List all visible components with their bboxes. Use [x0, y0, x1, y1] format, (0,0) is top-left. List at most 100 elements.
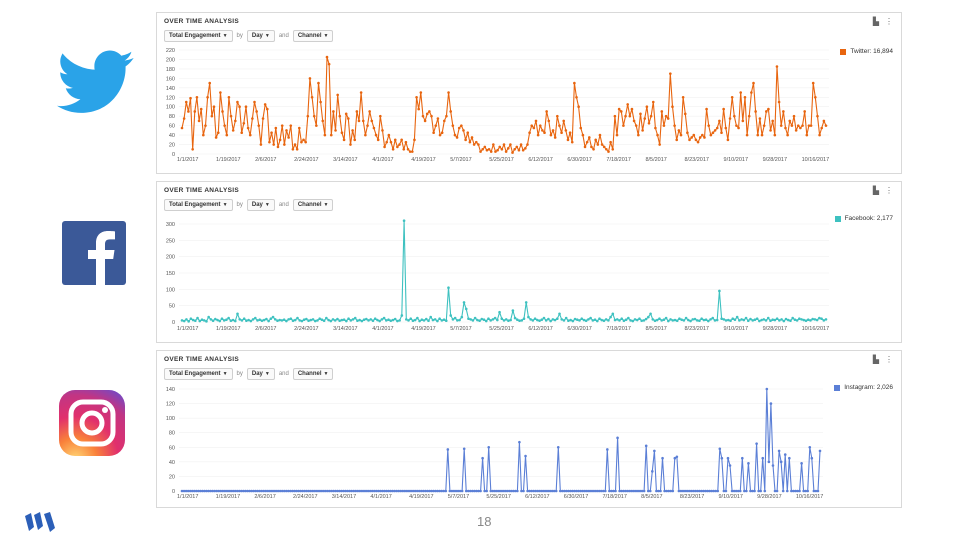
- data-point[interactable]: [642, 489, 646, 493]
- data-point[interactable]: [767, 460, 771, 464]
- data-point[interactable]: [180, 319, 184, 322]
- data-point[interactable]: [590, 145, 593, 149]
- data-point[interactable]: [479, 150, 482, 153]
- data-point[interactable]: [804, 489, 807, 493]
- data-point[interactable]: [379, 114, 382, 118]
- data-point[interactable]: [720, 131, 723, 135]
- data-point[interactable]: [251, 117, 254, 120]
- data-point[interactable]: [310, 95, 314, 99]
- data-point[interactable]: [225, 318, 228, 322]
- data-point[interactable]: [464, 307, 468, 311]
- data-point[interactable]: [522, 489, 525, 493]
- data-point[interactable]: [489, 489, 493, 493]
- data-point[interactable]: [411, 150, 414, 153]
- data-point[interactable]: [700, 317, 703, 321]
- data-point[interactable]: [329, 319, 333, 323]
- data-point[interactable]: [543, 131, 546, 135]
- data-point[interactable]: [336, 489, 339, 493]
- data-point[interactable]: [336, 317, 339, 321]
- data-point[interactable]: [669, 318, 672, 321]
- data-point[interactable]: [611, 312, 615, 316]
- data-point[interactable]: [293, 489, 296, 493]
- data-point[interactable]: [409, 489, 413, 493]
- data-point[interactable]: [380, 318, 384, 321]
- data-point[interactable]: [444, 319, 448, 322]
- data-point[interactable]: [690, 136, 693, 139]
- data-point[interactable]: [618, 489, 621, 493]
- data-point[interactable]: [532, 489, 536, 493]
- data-point[interactable]: [340, 131, 344, 135]
- data-point[interactable]: [726, 138, 730, 142]
- data-point[interactable]: [477, 489, 480, 493]
- metric-dropdown[interactable]: Total Engagement ▼: [164, 30, 233, 42]
- data-point[interactable]: [440, 319, 444, 322]
- data-point[interactable]: [691, 489, 695, 493]
- data-point[interactable]: [696, 489, 699, 493]
- data-point[interactable]: [693, 317, 697, 321]
- data-point[interactable]: [383, 145, 386, 149]
- data-point[interactable]: [472, 143, 476, 146]
- data-point[interactable]: [268, 489, 272, 493]
- data-point[interactable]: [197, 119, 201, 123]
- data-point[interactable]: [199, 107, 203, 111]
- data-point[interactable]: [187, 320, 190, 323]
- data-point[interactable]: [244, 489, 247, 493]
- data-point[interactable]: [262, 318, 266, 322]
- data-point[interactable]: [800, 462, 803, 465]
- data-point[interactable]: [753, 489, 756, 493]
- data-point[interactable]: [630, 107, 634, 111]
- data-point[interactable]: [784, 317, 788, 321]
- data-point[interactable]: [724, 126, 728, 130]
- data-point[interactable]: [400, 138, 403, 142]
- data-point[interactable]: [440, 489, 443, 493]
- data-point[interactable]: [520, 319, 524, 322]
- data-point[interactable]: [349, 143, 352, 146]
- data-point[interactable]: [587, 136, 591, 139]
- data-point[interactable]: [389, 140, 393, 144]
- data-point[interactable]: [632, 119, 636, 123]
- data-point[interactable]: [287, 318, 290, 321]
- data-point[interactable]: [577, 105, 580, 109]
- data-point[interactable]: [219, 91, 222, 94]
- data-point[interactable]: [753, 318, 757, 322]
- data-point[interactable]: [204, 124, 207, 127]
- data-point[interactable]: [238, 105, 241, 109]
- data-point[interactable]: [364, 489, 368, 493]
- data-point[interactable]: [233, 489, 237, 493]
- data-point[interactable]: [524, 147, 527, 150]
- data-point[interactable]: [511, 309, 515, 312]
- data-point[interactable]: [644, 317, 648, 321]
- data-point[interactable]: [505, 489, 509, 493]
- data-point[interactable]: [613, 318, 617, 322]
- data-point[interactable]: [260, 319, 264, 322]
- data-point[interactable]: [809, 319, 812, 322]
- data-point[interactable]: [564, 316, 568, 320]
- data-point[interactable]: [398, 143, 401, 146]
- data-point[interactable]: [516, 489, 519, 493]
- data-point[interactable]: [368, 110, 371, 113]
- data-point[interactable]: [560, 318, 564, 321]
- data-point[interactable]: [493, 316, 497, 320]
- data-point[interactable]: [329, 133, 333, 137]
- data-point[interactable]: [798, 317, 801, 321]
- data-point[interactable]: [182, 117, 186, 120]
- data-point[interactable]: [634, 124, 638, 127]
- data-point[interactable]: [424, 317, 428, 321]
- data-point[interactable]: [468, 140, 472, 144]
- data-point[interactable]: [469, 489, 472, 493]
- data-point[interactable]: [333, 319, 337, 322]
- data-point[interactable]: [705, 107, 708, 111]
- data-point[interactable]: [359, 91, 363, 94]
- data-point[interactable]: [323, 133, 327, 137]
- data-point[interactable]: [276, 319, 279, 322]
- data-point[interactable]: [413, 318, 417, 322]
- data-point[interactable]: [353, 138, 357, 142]
- data-point[interactable]: [466, 131, 470, 135]
- data-point[interactable]: [304, 140, 307, 144]
- data-point[interactable]: [767, 107, 770, 111]
- data-point[interactable]: [401, 489, 405, 493]
- data-point[interactable]: [687, 489, 691, 493]
- data-point[interactable]: [655, 489, 658, 493]
- data-point[interactable]: [342, 489, 345, 493]
- data-point[interactable]: [265, 317, 268, 321]
